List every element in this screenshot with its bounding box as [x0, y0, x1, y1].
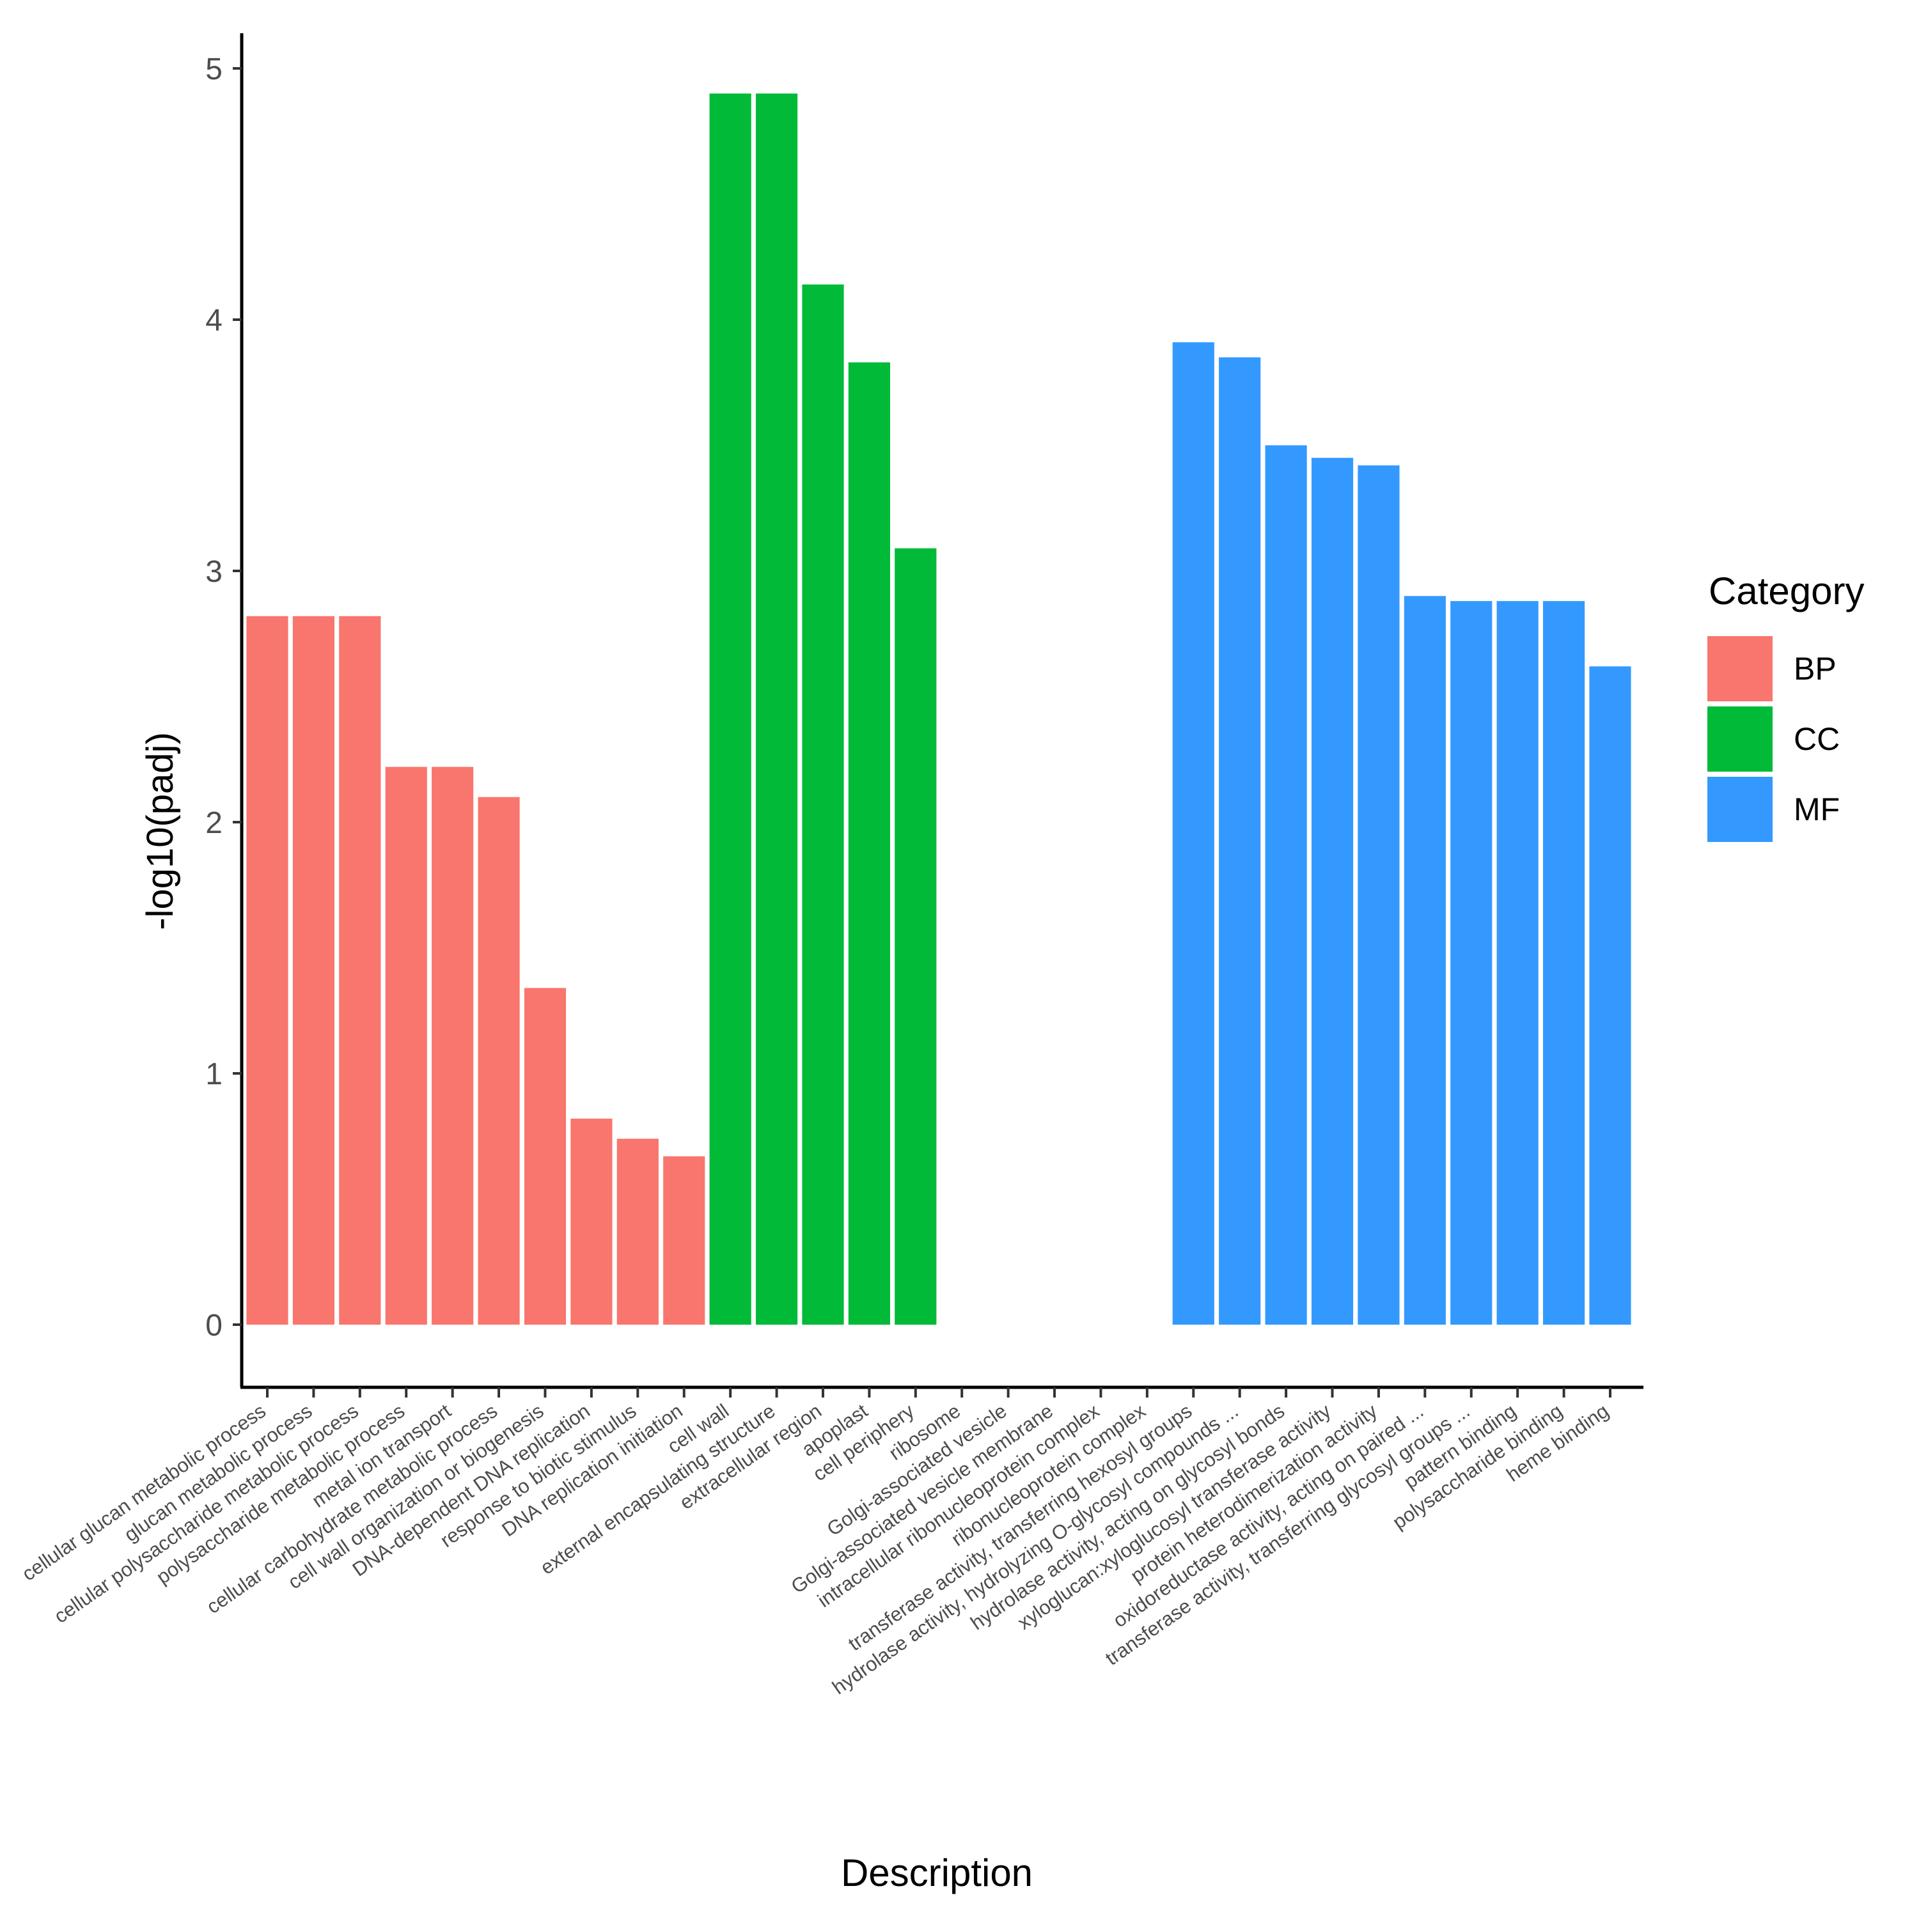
bar-cc-12	[802, 284, 844, 1325]
bar-bp-5	[478, 797, 520, 1325]
legend-label-mf: MF	[1794, 791, 1840, 827]
y-tick-label: 1	[205, 1057, 223, 1091]
bar-bp-0	[246, 616, 288, 1325]
legend-key-mf	[1707, 777, 1773, 842]
bar-cc-10	[709, 93, 751, 1325]
bar-mf-24	[1358, 465, 1400, 1325]
bar-bp-6	[524, 988, 567, 1325]
y-axis: 0 1 2 3 4 5	[205, 33, 244, 1387]
y-axis-title: -log10(padj)	[139, 732, 181, 930]
bar-mf-26	[1450, 601, 1493, 1325]
y-tick-label: 0	[205, 1309, 223, 1343]
bar-cc-13	[848, 362, 890, 1325]
bar-bp-3	[385, 767, 427, 1325]
x-axis-title: Description	[841, 1851, 1033, 1894]
bar-mf-28	[1543, 601, 1585, 1325]
bar-cc-14	[895, 548, 937, 1325]
bar-mf-23	[1311, 458, 1354, 1325]
legend-title: Category	[1709, 570, 1864, 612]
bar-bp-1	[292, 616, 334, 1325]
bar-mf-27	[1496, 601, 1539, 1325]
bar-mf-20	[1172, 342, 1214, 1325]
x-axis: cellular glucan metabolic processglucan …	[18, 1385, 1643, 1699]
legend-label-cc: CC	[1794, 721, 1840, 757]
bar-bp-2	[339, 616, 381, 1325]
bar-mf-21	[1219, 357, 1261, 1325]
legend-label-bp: BP	[1794, 651, 1837, 687]
bar-mf-22	[1265, 445, 1307, 1325]
legend-key-cc	[1707, 706, 1773, 772]
y-tick-label: 4	[205, 304, 223, 338]
y-tick-label: 5	[205, 52, 223, 86]
bar-bp-4	[432, 767, 474, 1325]
y-tick-label: 3	[205, 555, 223, 589]
bar-cc-11	[755, 93, 798, 1325]
bar-bp-8	[616, 1139, 659, 1325]
bars-layer	[246, 93, 1631, 1325]
legend: Category BP CC MF	[1707, 570, 1864, 842]
bar-bp-9	[663, 1156, 705, 1325]
legend-key-bp	[1707, 636, 1773, 701]
bar-mf-29	[1589, 666, 1631, 1325]
y-tick-label: 2	[205, 806, 223, 840]
bar-bp-7	[570, 1118, 613, 1325]
bar-mf-25	[1404, 596, 1446, 1325]
